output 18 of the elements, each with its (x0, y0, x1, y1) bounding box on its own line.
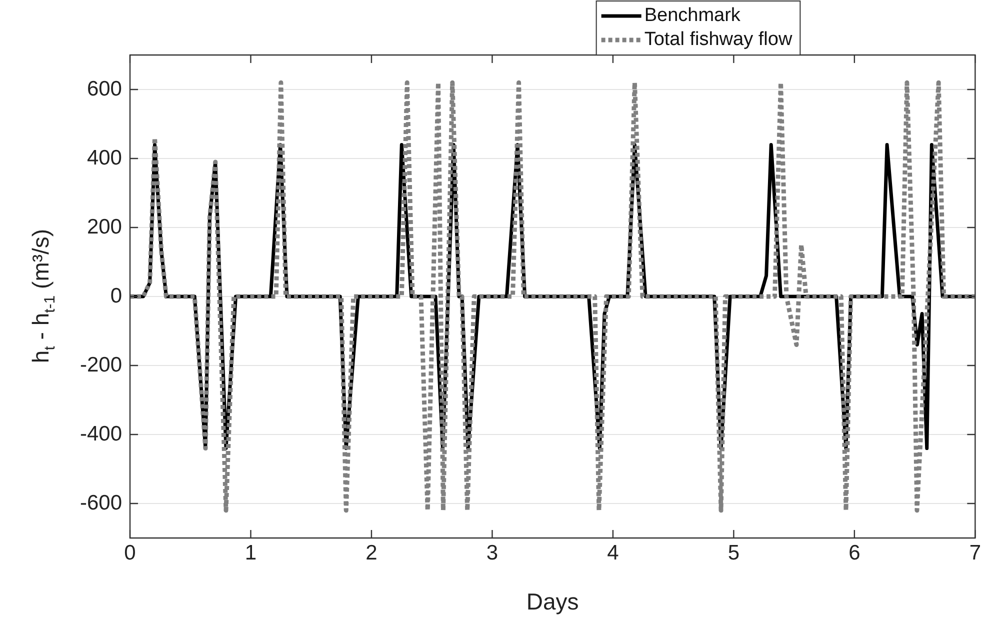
y-tick-label: -600 (80, 491, 122, 514)
x-tick-label: 2 (366, 541, 378, 564)
x-tick-label: 3 (486, 541, 498, 564)
y-tick-label: 600 (86, 77, 122, 100)
y-tick-label: 200 (86, 215, 122, 238)
y-tick-label: 0 (110, 284, 122, 308)
x-tick-label: 5 (728, 541, 740, 564)
x-tick-label: 7 (969, 541, 982, 564)
x-tick-label: 1 (244, 541, 257, 564)
legend-label: Benchmark (644, 5, 741, 26)
line-series (130, 80, 976, 513)
legend-label: Total fishway flow (644, 29, 792, 50)
x-tick-label: 6 (848, 541, 860, 564)
y-tick-label: -200 (80, 353, 122, 376)
x-tick-label: 4 (607, 541, 620, 564)
y-tick-label: -400 (80, 422, 122, 446)
x-axis-title: Days (526, 588, 579, 615)
y-tick-label: 400 (86, 146, 122, 170)
